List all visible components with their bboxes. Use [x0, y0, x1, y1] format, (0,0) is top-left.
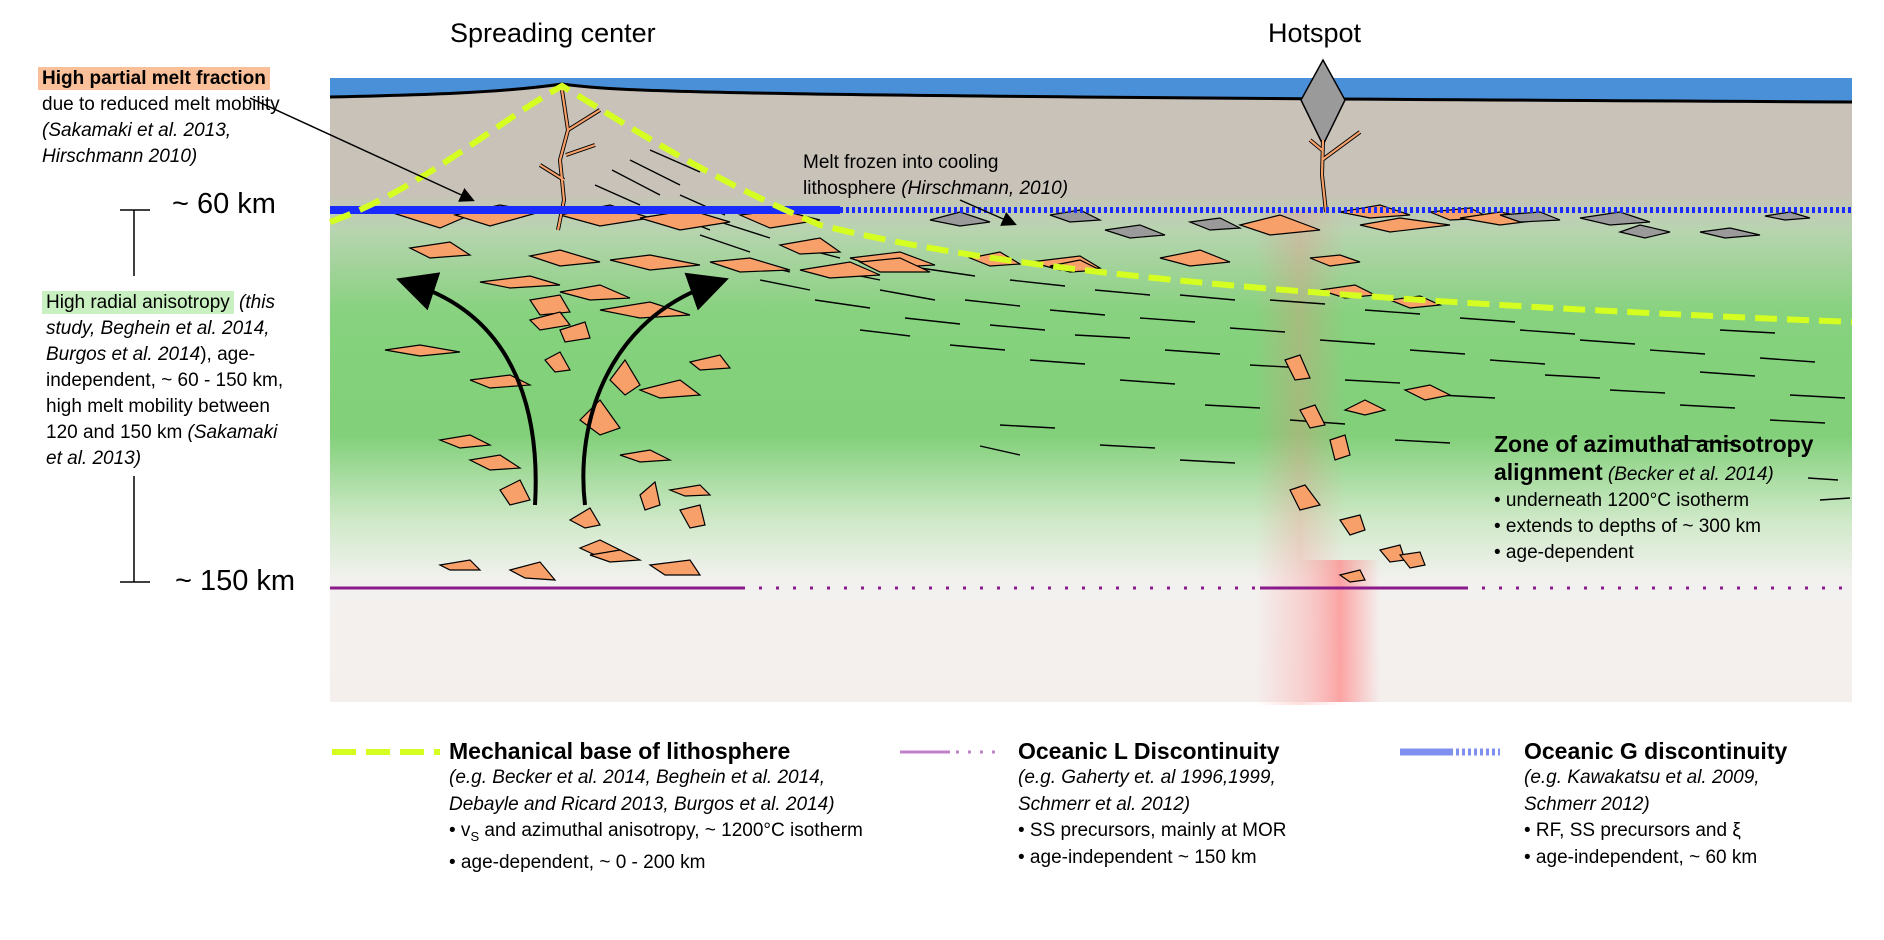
legend-lab-bullet1: • vS and azimuthal anisotropy, ~ 1200°C …	[449, 818, 863, 850]
note-radial-row6: 120 and 150 km (Sakamaki	[42, 420, 283, 446]
note-radial-line7: et al. 2013)	[46, 448, 142, 469]
legend-l-ref1: (e.g. Gaherty et. al 1996,1999,	[1018, 767, 1276, 788]
melt-frozen-label: Melt frozen into cooling lithosphere (Hi…	[803, 150, 1068, 202]
note-melt-fraction: High partial melt fraction due to reduce…	[38, 66, 280, 170]
legend-l-bullet2: • age-independent ~ 150 km	[1018, 846, 1257, 868]
convection-arrow-right	[581, 272, 729, 506]
melt-frozen-ref: (Hirschmann, 2010)	[901, 178, 1069, 199]
melt-frozen-line2-text: lithosphere	[803, 178, 902, 199]
legend-g-ref1: (e.g. Kawakatsu et al. 2009,	[1524, 767, 1760, 788]
seafloor-line	[329, 82, 1853, 104]
legend-l-title: Oceanic L Discontinuity	[1018, 738, 1280, 764]
legend-l-bullet1: • SS precursors, mainly at MOR	[1018, 820, 1287, 841]
legend-lab-bullet1-post: and azimuthal anisotropy, ~ 1200°C isoth…	[479, 820, 863, 841]
zone-title-ref: (Becker et al. 2014)	[1602, 464, 1774, 485]
note-radial-line4: independent, ~ 60 - 150 km,	[46, 370, 284, 391]
note-radial-line6-text: 120 and 150 km	[46, 422, 188, 443]
note-melt-fraction-title-row: High partial melt fraction	[38, 66, 280, 92]
note-radial-line1-rest: (this	[233, 292, 275, 313]
note-melt-fraction-line2: (Sakamaki et al. 2013,	[42, 120, 232, 141]
legend-g-discontinuity: Oceanic G discontinuity (e.g. Kawakatsu …	[1524, 738, 1787, 871]
legend-lab-body: (e.g. Becker et al. 2014, Beghein et al.…	[449, 765, 863, 877]
legend-g-body: (e.g. Kawakatsu et al. 2009, Schmerr 201…	[1524, 765, 1787, 871]
legend-lab-title: Mechanical base of lithosphere	[449, 738, 791, 764]
note-radial-anisotropy: High radial anisotropy (this study, Begh…	[42, 290, 283, 472]
legend-lab-bullet2: • age-dependent, ~ 0 - 200 km	[449, 852, 706, 874]
melt-frozen-line1: Melt frozen into cooling	[803, 152, 999, 173]
zone-title-row2: alignment (Becker et al. 2014)	[1494, 458, 1813, 488]
zone-title-line2: alignment	[1494, 459, 1603, 485]
depth-label-60: ~ 60 km	[172, 188, 276, 220]
note-radial-title: High radial anisotropy	[42, 291, 234, 314]
label-spreading-center: Spreading center	[450, 18, 656, 48]
hotspot-dikes-fill	[1309, 131, 1361, 213]
note-radial-line6-ref: (Sakamaki	[187, 422, 278, 443]
note-melt-fraction-line3: Hirschmann 2010)	[42, 146, 198, 167]
melt-fraction-pointer	[249, 97, 475, 202]
depth-label-150: ~ 150 km	[175, 565, 296, 597]
zone-bullet-2: • extends to depths of ~ 300 km	[1494, 516, 1762, 537]
zone-azimuthal-anisotropy: Zone of azimuthal anisotropy alignment (…	[1494, 430, 1813, 566]
legend-lab-bullet1-sub: S	[470, 828, 480, 844]
legend-lab-ref2: Debayle and Ricard 2013, Burgos et al. 2…	[449, 793, 835, 815]
convection-arrow-left	[396, 272, 538, 506]
zone-title-line1: Zone of azimuthal anisotropy	[1494, 431, 1814, 457]
melt-frozen-line2: lithosphere (Hirschmann, 2010)	[803, 176, 1068, 202]
legend-g-title: Oceanic G discontinuity	[1524, 738, 1788, 764]
legend-lab-bullet1-pre: • v	[449, 820, 471, 841]
zone-bullet-3: • age-dependent	[1494, 542, 1634, 563]
note-radial-line3-ref: Burgos et al. 2014	[46, 344, 201, 365]
note-melt-fraction-title: High partial melt fraction	[38, 67, 270, 90]
legend-g-ref2: Schmerr 2012)	[1524, 793, 1650, 815]
plume-lower	[1300, 560, 1380, 702]
note-radial-row3: Burgos et al. 2014), age-	[42, 342, 283, 368]
label-hotspot: Hotspot	[1268, 18, 1362, 48]
frozen-melt-pointer	[959, 199, 1017, 226]
note-radial-line2: study, Beghein et al. 2014,	[46, 318, 270, 339]
legend-lab: Mechanical base of lithosphere (e.g. Bec…	[449, 738, 863, 877]
legend-g-bullet2: • age-independent, ~ 60 km	[1524, 846, 1758, 868]
note-radial-line5: high melt mobility between	[46, 396, 270, 417]
legend-l-ref2: Schmerr et al. 2012)	[1018, 793, 1191, 815]
note-radial-row1: High radial anisotropy (this	[42, 290, 283, 316]
mantle-block	[330, 96, 1852, 702]
zone-bullet-1: • underneath 1200°C isotherm	[1494, 490, 1750, 511]
note-melt-fraction-line1: due to reduced melt mobility	[42, 94, 280, 115]
legend-l-body: (e.g. Gaherty et. al 1996,1999, Schmerr …	[1018, 765, 1287, 871]
legend-l-discontinuity: Oceanic L Discontinuity (e.g. Gaherty et…	[1018, 738, 1287, 871]
legend-g-bullet1: • RF, SS precursors and ξ	[1524, 820, 1741, 841]
legend-lab-ref1: (e.g. Becker et al. 2014, Beghein et al.…	[449, 767, 826, 788]
note-radial-line3-rest: ), age-	[200, 344, 256, 365]
